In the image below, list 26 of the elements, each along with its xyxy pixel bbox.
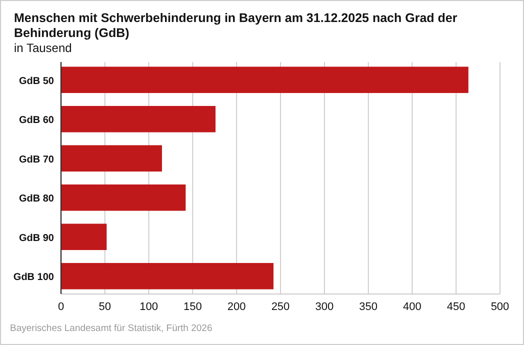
x-tick-label: 400 xyxy=(403,301,422,313)
x-tick-label: 100 xyxy=(140,301,158,313)
x-tick-label: 250 xyxy=(271,301,290,313)
y-tick-label: GdB 90 xyxy=(18,232,54,244)
y-tick-label: GdB 50 xyxy=(18,76,54,87)
chart-title: Menschen mit Schwerbehinderung in Bayern am 31.12.2025 nach Grad der Behinderung (GdB) xyxy=(14,11,458,40)
chart-subtitle: in Tausend xyxy=(14,41,72,55)
x-tick-label: 450 xyxy=(446,301,466,313)
bar xyxy=(61,262,274,290)
text: Bayerisches Landesamt für Statistik, Fürth 2026 xyxy=(10,323,212,334)
bar xyxy=(61,145,162,172)
y-tick-label: GdB 70 xyxy=(18,154,54,166)
y-tick-label: GdB 100 xyxy=(13,272,54,284)
x-tick-label: 150 xyxy=(184,301,202,313)
x-tick-label: 300 xyxy=(315,301,334,313)
bar xyxy=(61,106,216,132)
x-tick-label: 200 xyxy=(227,301,246,313)
bar xyxy=(61,66,468,94)
x-tick-label: 500 xyxy=(490,301,510,313)
x-tick-label: 50 xyxy=(98,301,112,313)
bar xyxy=(61,224,107,250)
bar xyxy=(61,184,186,211)
y-tick-label: GdB 60 xyxy=(18,115,54,126)
x-tick-label: 350 xyxy=(359,301,378,313)
x-tick-label: 0 xyxy=(58,301,64,313)
y-tick-label: GdB 80 xyxy=(18,194,54,205)
